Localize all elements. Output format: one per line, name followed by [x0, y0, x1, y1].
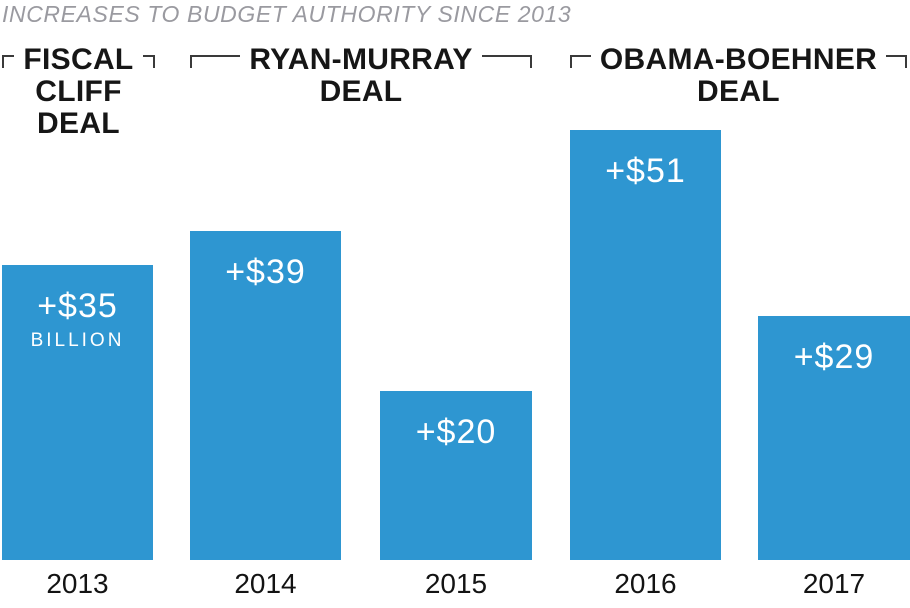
bar-value-label: +$20: [415, 413, 497, 451]
deal-label-obama-boehner: OBAMA-BOEHNER DEAL: [590, 44, 887, 108]
bar-value-label: +$39: [225, 253, 306, 291]
axis-label-2017: 2017: [802, 568, 866, 599]
bar-2013: +$35 BILLION: [2, 265, 153, 560]
chart-title: INCREASES TO BUDGET AUTHORITY SINCE 2013: [2, 1, 572, 27]
bar-2015: +$20: [380, 391, 532, 560]
axis-label-2016: 2016: [614, 568, 677, 599]
deal-bracket-ryan-murray: RYAN-MURRAY DEAL: [190, 44, 532, 108]
bar-value-label: +$29: [793, 338, 875, 376]
bracket-tick-right: [530, 55, 532, 68]
bar-2017: +$29: [758, 316, 910, 560]
axis-label-2014: 2014: [234, 568, 297, 599]
bar-2016: +$51: [570, 130, 721, 560]
axis-label-2013: 2013: [46, 568, 109, 599]
deal-bracket-fiscal-cliff: FISCAL CLIFF DEAL: [2, 44, 155, 140]
bar-value-label: +$51: [605, 152, 686, 190]
bracket-tick-left: [2, 55, 4, 68]
bar-2014: +$39: [190, 231, 341, 560]
deal-bracket-obama-boehner: OBAMA-BOEHNER DEAL: [570, 44, 907, 108]
bracket-tick-left: [570, 55, 572, 68]
bar-unit-label: BILLION: [30, 330, 125, 351]
deal-label-ryan-murray: RYAN-MURRAY DEAL: [240, 44, 482, 108]
axis-label-2015: 2015: [424, 568, 488, 599]
bracket-tick-right: [153, 55, 155, 68]
bar-value-label: +$35: [37, 287, 118, 325]
deal-label-fiscal-cliff: FISCAL CLIFF DEAL: [14, 44, 143, 140]
bracket-tick-right: [905, 55, 907, 68]
bracket-tick-left: [190, 55, 192, 68]
